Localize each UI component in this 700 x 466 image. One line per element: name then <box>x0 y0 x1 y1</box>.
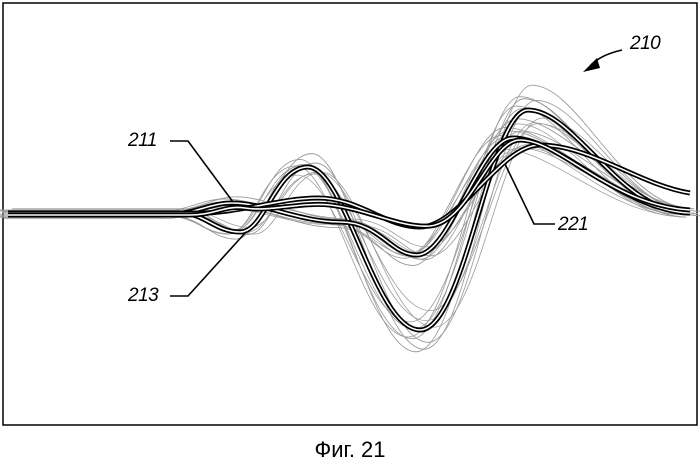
background-trace <box>12 119 694 259</box>
leader-221 <box>505 164 555 224</box>
waveform-figure <box>0 0 700 466</box>
label-210: 210 <box>630 33 660 55</box>
leader-213 <box>170 232 246 296</box>
arrow-210 <box>583 50 622 72</box>
background-trace <box>0 128 682 257</box>
label-221: 221 <box>558 214 588 236</box>
arrow-head-icon <box>583 58 600 72</box>
label-213: 213 <box>128 285 158 307</box>
label-211: 211 <box>128 130 157 152</box>
figure-caption: Фиг. 21 <box>0 437 700 463</box>
leader-211 <box>170 141 233 202</box>
